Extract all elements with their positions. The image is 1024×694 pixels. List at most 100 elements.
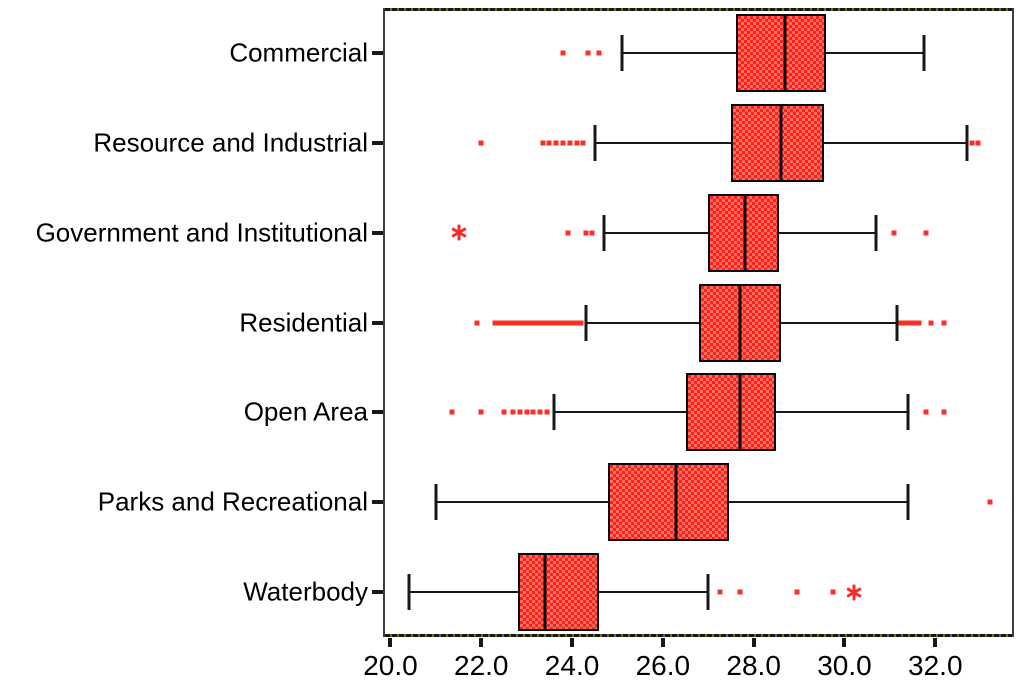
x-tick-30.0 xyxy=(842,638,847,647)
x-tick-label-20.0: 20.0 xyxy=(363,650,418,681)
outlier-residential xyxy=(492,320,498,325)
outlier-government-and-institutional xyxy=(589,230,595,236)
whisker-cap-high-parks-and-recreational xyxy=(906,484,910,521)
outlier-resource-and-industrial xyxy=(567,140,573,146)
outlier-waterbody xyxy=(794,589,800,595)
outlier-waterbody xyxy=(717,589,723,595)
x-tick-28.0 xyxy=(751,638,756,647)
x-tick-label-24.0: 24.0 xyxy=(544,650,600,681)
plot-border-top xyxy=(385,8,1012,11)
outlier-open-area xyxy=(524,409,530,415)
box-commercial xyxy=(735,13,827,92)
whisker-cap-high-resource-and-industrial xyxy=(965,124,969,161)
outlier-government-and-institutional xyxy=(923,230,929,236)
median-government-and-institutional xyxy=(743,193,747,272)
box-resource-and-industrial xyxy=(730,103,825,182)
outlier-residential xyxy=(542,320,548,325)
whisker-cap-high-waterbody xyxy=(706,574,710,611)
outlier-residential xyxy=(519,320,525,325)
outlier-residential xyxy=(912,320,918,325)
category-label-residential: Residential xyxy=(239,307,368,337)
x-tick-label-30.0: 30.0 xyxy=(817,650,872,681)
outlier-residential xyxy=(474,320,480,325)
outlier-open-area xyxy=(517,409,523,415)
outlier-resource-and-industrial xyxy=(553,140,559,146)
x-tick-22.0 xyxy=(479,638,484,647)
outlier-residential xyxy=(565,320,570,325)
x-axis: 20.0 22.0 24.0 26.0 28.0 30.0 32.0 xyxy=(363,637,1012,689)
outlier-resource-and-industrial xyxy=(478,140,484,146)
outlier-government-and-institutional xyxy=(891,230,897,236)
outlier-waterbody xyxy=(737,589,743,595)
outlier-residential xyxy=(941,320,947,325)
outlier-commercial xyxy=(560,50,566,56)
x-tick-32.0 xyxy=(933,638,938,647)
outlier-waterbody xyxy=(830,589,836,595)
median-resource-and-industrial xyxy=(779,103,783,182)
box-parks-and-recreational xyxy=(608,463,729,542)
outlier-open-area xyxy=(923,409,929,415)
outlier-residential xyxy=(528,320,534,325)
category-label-resource-and-industrial: Resource and Industrial xyxy=(93,127,368,158)
category-tick-residential xyxy=(372,320,383,325)
whisker-cap-low-waterbody xyxy=(407,574,411,611)
x-tick-label-22.0: 22.0 xyxy=(454,650,509,681)
median-waterbody xyxy=(543,553,547,632)
outlier-resource-and-industrial xyxy=(540,140,546,146)
median-commercial xyxy=(783,13,787,92)
outlier-open-area xyxy=(510,409,516,415)
category-label-open-area: Open Area xyxy=(243,396,368,427)
outlier-resource-and-industrial xyxy=(574,140,580,146)
outlier-residential xyxy=(903,320,909,325)
x-tick-20.0 xyxy=(388,638,393,647)
whisker-cap-high-open-area xyxy=(906,394,910,431)
box-waterbody xyxy=(517,553,600,632)
x-tick-26.0 xyxy=(660,638,665,647)
whisker-cap-high-residential xyxy=(895,304,899,341)
outlier-residential xyxy=(533,320,539,325)
outlier-parks-and-recreational xyxy=(987,499,993,505)
outlier-residential xyxy=(524,320,530,325)
outlier-residential xyxy=(515,320,521,325)
category-label-government-and-institutional: Government and Institutional xyxy=(35,217,368,248)
category-tick-parks-and-recreational xyxy=(372,500,383,505)
whisker-cap-high-government-and-institutional xyxy=(874,214,878,251)
category-label-commercial: Commercial xyxy=(229,37,368,68)
outlier-open-area xyxy=(941,409,947,415)
category-tick-waterbody xyxy=(372,590,383,595)
outlier-residential xyxy=(546,320,552,325)
outlier-commercial xyxy=(596,50,602,56)
outlier-open-area xyxy=(544,409,550,415)
category-axis-labels: Commercial Resource and Industrial Governm… xyxy=(0,8,374,637)
outlier-resource-and-industrial xyxy=(546,140,552,146)
outlier-residential xyxy=(505,320,511,325)
outlier-resource-and-industrial xyxy=(969,140,975,146)
outlier-open-area xyxy=(478,409,484,415)
outlier-residential xyxy=(574,320,580,325)
outlier-residential xyxy=(569,320,575,325)
extreme-waterbody xyxy=(845,584,862,601)
category-tick-open-area xyxy=(372,410,383,415)
x-tick-label-32.0: 32.0 xyxy=(908,650,963,681)
outlier-residential xyxy=(907,320,913,325)
outlier-resource-and-industrial xyxy=(975,140,981,146)
outlier-residential xyxy=(898,320,904,325)
category-tick-resource-and-industrial xyxy=(372,140,383,145)
outlier-residential xyxy=(496,320,502,325)
whisker-cap-low-government-and-institutional xyxy=(602,214,606,251)
category-tick-government-and-institutional xyxy=(372,230,383,235)
median-open-area xyxy=(738,373,742,452)
median-parks-and-recreational xyxy=(674,463,678,542)
outlier-residential xyxy=(560,320,566,325)
outlier-commercial xyxy=(585,50,591,56)
outlier-open-area xyxy=(501,409,507,415)
outlier-government-and-institutional xyxy=(583,230,589,236)
outlier-residential xyxy=(537,320,543,325)
whisker-cap-low-parks-and-recreational xyxy=(434,484,438,521)
outlier-open-area xyxy=(449,409,455,415)
outlier-residential xyxy=(555,320,561,325)
whisker-cap-low-open-area xyxy=(552,394,556,431)
whisker-cap-low-residential xyxy=(584,304,588,341)
x-tick-label-26.0: 26.0 xyxy=(635,650,691,681)
